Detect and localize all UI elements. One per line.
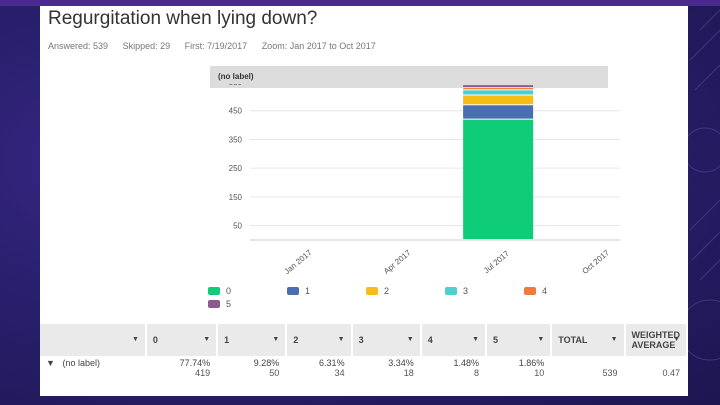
legend-label: 4	[542, 286, 548, 296]
legend-item-2[interactable]: 2	[366, 286, 389, 296]
zoom-range: Zoom: Jan 2017 to Oct 2017	[261, 41, 376, 51]
legend-swatch	[524, 287, 536, 295]
sort-caret-icon[interactable]: ▼	[406, 336, 414, 343]
x-tick-label: Jul 2017	[482, 249, 511, 276]
bar-segment-5	[463, 85, 534, 88]
col-header-5[interactable]: 5 ▼	[486, 324, 553, 356]
bar-segment-3	[463, 90, 534, 95]
sort-caret-icon[interactable]: ▼	[537, 336, 545, 343]
results-table: ▼ 0 ▼ 1 ▼ 2 ▼ 3 ▼ 4 ▼ 5 ▼ TOTAL ▼ WEIGHTED AVER…	[40, 324, 688, 390]
cell-4: 1.48% 8	[420, 356, 488, 390]
y-tick-label: 450	[229, 107, 243, 116]
question-title: Regurgitation when lying down?	[48, 8, 318, 29]
row-label[interactable]: ▼ (no label)	[40, 356, 147, 390]
legend-label: 2	[384, 286, 390, 296]
y-tick-label: 550	[229, 84, 243, 87]
chart-header: (no label)	[210, 66, 608, 88]
legend-label: 1	[305, 286, 311, 296]
table-row: ▼ (no label) 77.74% 419 9.28% 50 6.31% 34 3…	[40, 356, 688, 390]
legend-item-0[interactable]: 0	[208, 286, 231, 296]
y-tick-label: 150	[229, 193, 243, 202]
sort-caret-icon[interactable]: ▼	[472, 336, 479, 343]
legend-item-1[interactable]: 1	[287, 286, 310, 296]
col-header-total[interactable]: TOTAL ▼	[551, 324, 626, 356]
sort-caret-icon[interactable]: ▼	[203, 336, 211, 343]
legend-swatch	[366, 287, 378, 295]
bar-segment-0	[463, 119, 534, 239]
survey-panel: Regurgitation when lying down? Answered:…	[40, 6, 688, 396]
col-header-3[interactable]: 3 ▼	[351, 324, 422, 356]
col-header-0[interactable]: 0 ▼	[145, 324, 219, 356]
cell-weighted-average: 0.47	[624, 356, 688, 390]
slide-top-bar	[0, 0, 720, 6]
legend-swatch	[208, 300, 220, 308]
bar-segment-2	[463, 95, 534, 105]
legend-label: 3	[463, 286, 469, 296]
sort-caret-icon[interactable]: ▼	[673, 336, 680, 343]
bar-segment-4	[463, 88, 534, 90]
chart-title: (no label)	[218, 72, 254, 81]
legend-swatch	[208, 287, 220, 295]
survey-meta: Answered: 539 Skipped: 29 First: 7/19/20…	[48, 41, 388, 51]
sort-caret-icon[interactable]: ▼	[272, 336, 280, 343]
table-header-row: ▼ 0 ▼ 1 ▼ 2 ▼ 3 ▼ 4 ▼ 5 ▼ TOTAL ▼ WEIGHTED AVER…	[40, 324, 688, 356]
skipped-count: Skipped: 29	[122, 41, 171, 51]
y-tick-label: 350	[229, 135, 243, 144]
legend-item-5[interactable]: 5	[208, 299, 231, 309]
legend-swatch	[445, 287, 457, 295]
sort-caret-icon[interactable]: ▼	[610, 336, 618, 343]
col-header-blank[interactable]: ▼	[40, 324, 147, 356]
x-tick-label: Apr 2017	[382, 248, 413, 276]
legend-label: 5	[226, 299, 232, 309]
answered-count: Answered: 539	[48, 41, 109, 51]
cell-5: 1.86% 10	[486, 356, 553, 390]
col-header-1[interactable]: 1 ▼	[217, 324, 288, 356]
cell-3: 3.34% 18	[351, 356, 422, 390]
x-tick-label: Jan 2017	[283, 248, 314, 276]
expand-caret-icon[interactable]: ▼	[46, 358, 55, 368]
legend-item-4[interactable]: 4	[524, 286, 547, 296]
x-tick-label: Oct 2017	[580, 248, 611, 276]
chart-legend: 0 1 2 3 4 5	[208, 286, 588, 316]
cell-total: 539	[551, 356, 626, 390]
stacked-bar-chart: 50 150 250 350 450 550 Jan 2017 Apr 2017 Jul 201…	[229, 84, 620, 276]
col-header-4[interactable]: 4 ▼	[420, 324, 488, 356]
bar-segment-1	[463, 105, 534, 119]
col-header-2[interactable]: 2 ▼	[286, 324, 353, 356]
legend-item-3[interactable]: 3	[445, 286, 468, 296]
cell-2: 6.31% 34	[286, 356, 353, 390]
legend-label: 0	[226, 286, 232, 296]
cell-0: 77.74% 419	[145, 356, 219, 390]
sort-caret-icon[interactable]: ▼	[337, 336, 345, 343]
y-tick-label: 50	[233, 222, 242, 231]
legend-swatch	[287, 287, 299, 295]
y-tick-label: 250	[229, 164, 243, 173]
sort-caret-icon[interactable]: ▼	[131, 336, 139, 343]
first-date: First: 7/19/2017	[184, 41, 248, 51]
col-header-weighted-average[interactable]: WEIGHTED AVERAGE ▼	[624, 324, 688, 356]
cell-1: 9.28% 50	[217, 356, 288, 390]
